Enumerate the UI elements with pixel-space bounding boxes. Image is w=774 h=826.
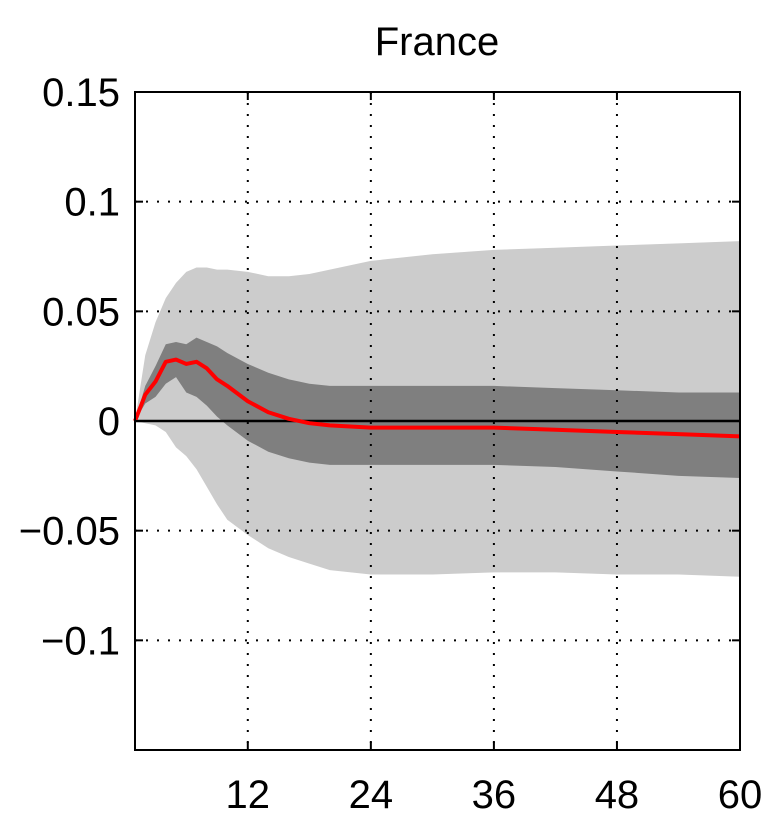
grid <box>135 92 740 750</box>
ticks <box>135 91 741 750</box>
chart-title: France <box>375 20 500 64</box>
series-line-0 <box>133 357 741 439</box>
y-tick-label: −0.05 <box>19 510 120 554</box>
band-1 <box>135 337 740 479</box>
y-tick-label: 0.1 <box>64 181 120 225</box>
y-tick-label: 0.05 <box>42 290 120 334</box>
x-tick-label: 12 <box>226 773 271 817</box>
x-tick-label: 48 <box>595 773 640 817</box>
x-tick-label: 24 <box>349 773 394 817</box>
y-tick-label: 0 <box>98 400 120 444</box>
tick-labels: 12 24 36 48 60 0.15 0.1 0.05 0 −0.05 −0.1 <box>19 71 762 817</box>
series-layer <box>133 357 741 439</box>
y-tick-label: −0.1 <box>41 619 120 663</box>
x-tick-label: 36 <box>472 773 517 817</box>
y-tick-label: 0.15 <box>42 71 120 115</box>
confidence-bands <box>135 241 740 577</box>
x-tick-label: 60 <box>718 773 763 817</box>
